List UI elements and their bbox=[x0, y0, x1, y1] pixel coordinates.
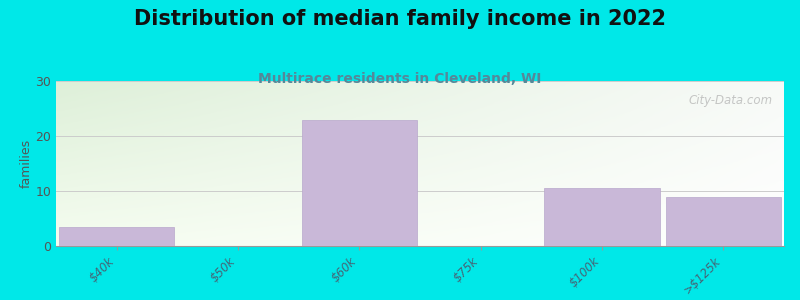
Bar bbox=[666, 196, 781, 246]
Text: Distribution of median family income in 2022: Distribution of median family income in … bbox=[134, 9, 666, 29]
Bar bbox=[302, 119, 417, 246]
Text: City-Data.com: City-Data.com bbox=[689, 94, 773, 107]
Text: Multirace residents in Cleveland, WI: Multirace residents in Cleveland, WI bbox=[258, 72, 542, 86]
Bar bbox=[544, 188, 660, 246]
Y-axis label: families: families bbox=[19, 139, 33, 188]
Bar bbox=[59, 227, 174, 246]
